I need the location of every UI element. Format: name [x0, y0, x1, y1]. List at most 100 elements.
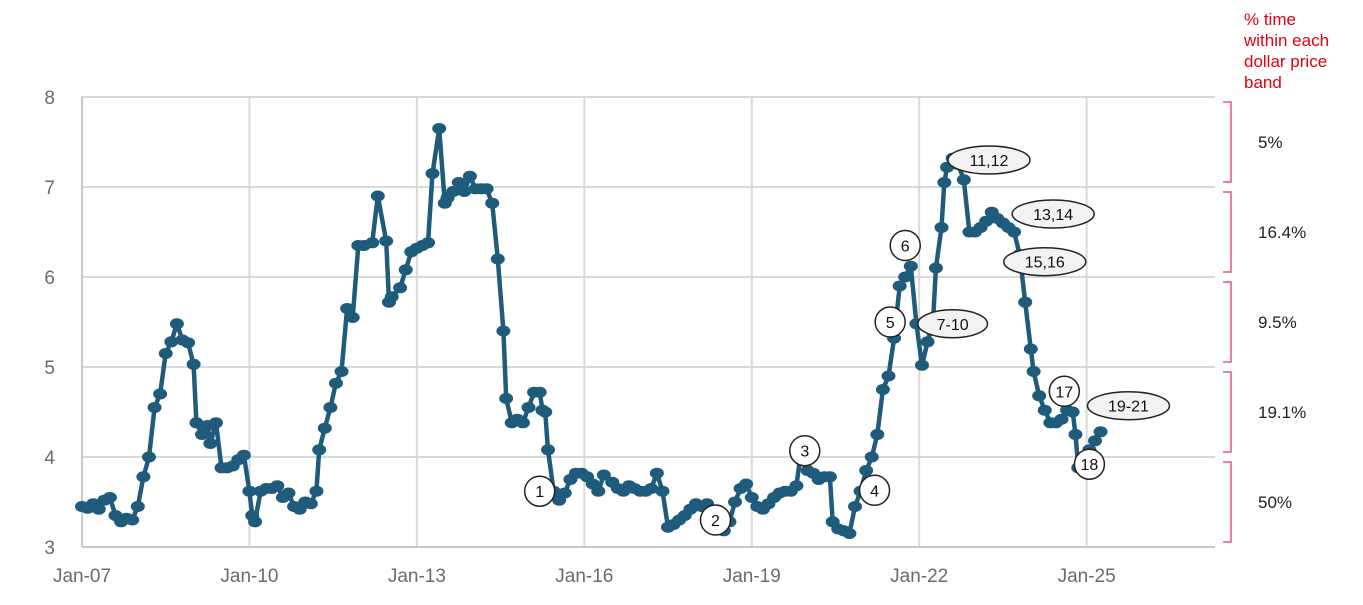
data-point [303, 498, 318, 510]
data-point [591, 485, 606, 497]
y-tick-label: 5 [44, 358, 55, 379]
data-point [1054, 413, 1069, 425]
y-axis-tick-labels: 3 4 5 6 7 8 [44, 88, 55, 559]
data-point [365, 237, 380, 249]
data-point [881, 370, 896, 382]
data-point [236, 449, 251, 461]
data-point [1088, 435, 1103, 447]
data-point [541, 444, 556, 456]
band-label: 5% [1258, 133, 1283, 152]
data-point [194, 429, 209, 440]
callout-circle [789, 434, 821, 467]
callout-6: 6 [889, 229, 921, 262]
data-point [181, 337, 196, 349]
data-point [158, 348, 173, 359]
callout-text: 17 [1055, 384, 1073, 401]
data-point [270, 480, 285, 492]
callout-text: 7-10 [937, 317, 969, 334]
data-point [822, 471, 837, 483]
data-point [557, 487, 572, 499]
data-point [728, 496, 743, 508]
band-label: 50% [1258, 493, 1292, 512]
data-point [644, 483, 659, 494]
data-point [1026, 366, 1041, 377]
grid-lines [82, 96, 1215, 547]
band-bracket [1223, 101, 1232, 183]
data-point [281, 487, 296, 499]
data-point [875, 384, 890, 395]
y-tick-label: 7 [44, 178, 55, 199]
band-bracket [1223, 191, 1232, 273]
data-point [1023, 343, 1038, 355]
callout-text: 2 [711, 513, 720, 530]
data-point [334, 366, 349, 377]
data-point [870, 429, 885, 440]
y-tick-label: 8 [44, 88, 55, 109]
data-point [848, 501, 863, 512]
callout-11,12: 11,12 [947, 145, 1031, 175]
data-point [208, 417, 223, 429]
x-tick-label: Jan-22 [890, 566, 948, 587]
band-title: % time within each dollar price band [1244, 9, 1359, 93]
band-title-line: % time [1244, 10, 1296, 29]
band-title-line: band [1244, 73, 1282, 92]
callout-3: 3 [789, 434, 821, 467]
data-point [864, 451, 879, 463]
data-point [248, 516, 263, 528]
band-label: 9.5% [1258, 313, 1297, 332]
data-point [596, 469, 611, 481]
callout-circle [858, 474, 891, 507]
x-tick-label: Jan-25 [1058, 566, 1116, 587]
data-point [789, 480, 804, 492]
data-point [309, 485, 324, 497]
callout-circle [523, 475, 556, 507]
data-point [189, 417, 204, 429]
data-point [496, 325, 511, 337]
callout-18: 18 [1073, 448, 1106, 480]
data-point [1065, 406, 1080, 418]
data-point [1068, 429, 1083, 440]
data-point [937, 177, 952, 188]
data-point [934, 222, 949, 233]
callout-ellipse [917, 309, 989, 339]
data-point [398, 264, 413, 276]
callout-circle [1073, 448, 1106, 480]
callout-text: 18 [1081, 457, 1099, 474]
callout-text: 19-21 [1108, 399, 1149, 416]
price-band-brackets: 5% 16.4% 9.5% 19.1% 50% [1223, 101, 1306, 543]
callout-text: 1 [535, 484, 544, 501]
data-point [317, 422, 332, 434]
callout-7-10: 7-10 [917, 309, 989, 339]
x-tick-label: Jan-16 [555, 566, 613, 587]
data-point [462, 170, 477, 182]
data-point [956, 174, 971, 186]
band-title-line: dollar price [1244, 52, 1328, 71]
data-point [147, 402, 162, 413]
data-point [1007, 226, 1022, 238]
data-point [125, 514, 140, 526]
data-point [920, 336, 935, 348]
callout-ellipse [947, 145, 1031, 175]
data-point [892, 280, 907, 292]
data-point [153, 388, 168, 400]
y-tick-label: 3 [44, 538, 55, 559]
data-point [370, 190, 385, 202]
callout-text: 6 [901, 239, 910, 256]
data-point [903, 260, 918, 272]
x-tick-label: Jan-10 [220, 566, 278, 587]
data-point [421, 237, 436, 249]
callout-text: 13,14 [1033, 207, 1073, 224]
data-point [842, 528, 857, 539]
callout-15,16: 15,16 [1003, 246, 1087, 277]
data-point [457, 186, 472, 197]
data-point [203, 438, 218, 449]
band-label: 19.1% [1258, 403, 1306, 422]
data-point [169, 318, 184, 330]
data-point [425, 168, 440, 179]
data-point [312, 444, 327, 456]
callout-circle [889, 229, 921, 262]
band-title-line: within each [1244, 31, 1330, 50]
data-point [1037, 404, 1052, 416]
callout-text: 3 [800, 444, 809, 461]
